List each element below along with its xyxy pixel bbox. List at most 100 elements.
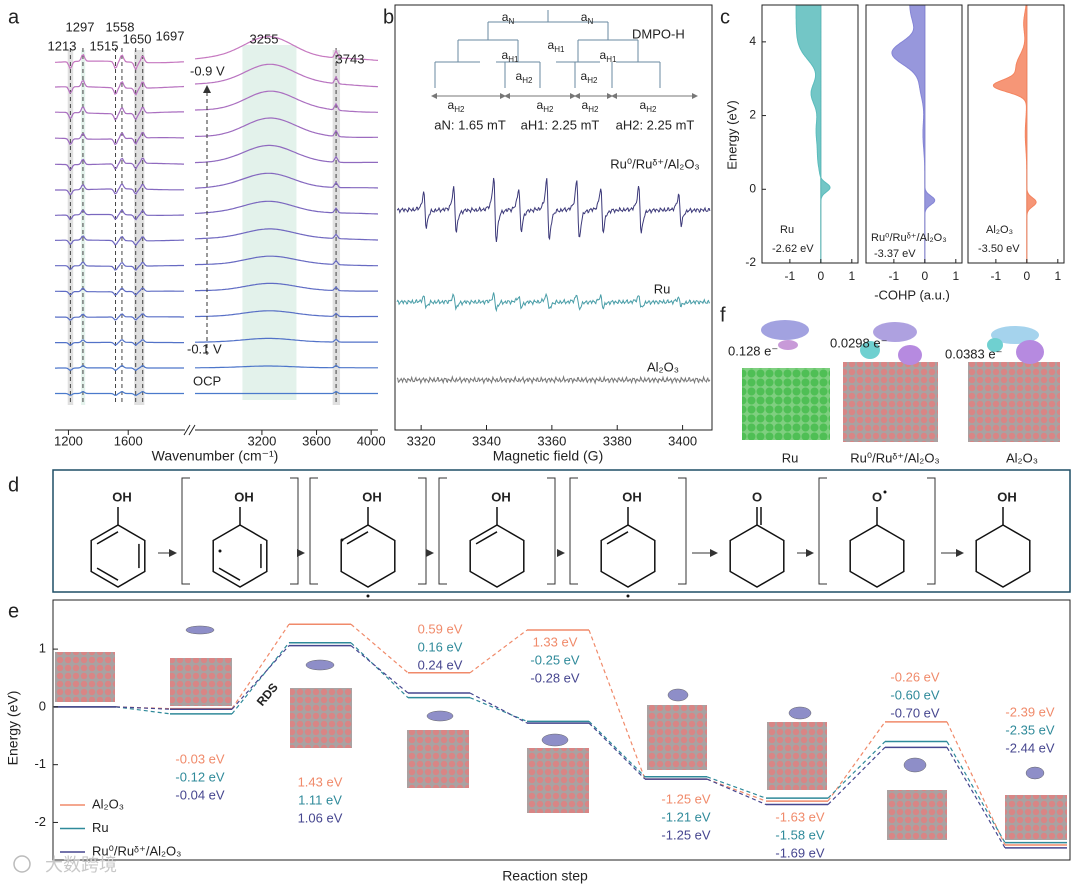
series-label: Al₂O₃ [647,359,679,374]
splitting-symbol: a [448,98,455,112]
splitting-label: aN [502,10,515,26]
x-tick-label: 0 [1023,269,1030,283]
adduct-label: DMPO-H [632,26,685,41]
bracket [290,477,299,585]
splitting-subscript: H2 [454,105,465,114]
panel-e-frame [52,599,1071,861]
value-label: -2.39 eV [1005,704,1054,719]
value-label: -1.69 eV [775,845,824,860]
panel-letter: d [8,474,19,496]
annotation: RDS [254,680,281,708]
x-tick-label: 1600 [114,433,143,448]
charge-label: 0.0298 e⁻ [830,335,887,350]
structure-label: Ru [782,450,799,465]
ring [90,524,146,588]
double-bond [606,531,629,545]
x-tick-label: 3340 [472,433,501,448]
panel-d-frame [52,469,1071,593]
spectrum [55,90,378,121]
panel-letter: c [720,6,730,28]
value-label: -0.26 eV [890,669,939,684]
band [332,50,341,405]
bracket [569,477,578,585]
y-tick-label: 0 [39,698,46,713]
coupling-constant: aN: 1.65 mT [434,117,506,132]
x-tick-label: -1 [785,269,796,283]
value-label: -2.35 eV [1005,722,1054,737]
cohp-area [795,4,831,264]
panel-b-frame [394,4,713,431]
spectrum [55,200,379,221]
x-tick-label: 1 [1054,269,1061,283]
panel-letter: e [8,600,19,622]
bracket [418,477,427,585]
ring [729,524,785,588]
legend-label: Ru [92,820,109,835]
group-label: OH [234,489,254,504]
value-label: -0.04 eV [175,787,224,802]
splitting-symbol: a [516,69,523,83]
radical-dot [218,549,222,553]
connector [115,706,171,715]
splitting-subscript: H2 [587,76,598,85]
structure-label: Al₂O₃ [1006,450,1038,465]
radical-dot [340,538,344,542]
connector [827,741,886,799]
bracket [438,477,447,585]
connector [469,629,528,674]
y-tick-label: 4 [749,34,756,48]
value-label: -0.60 eV [890,687,939,702]
peak-label: 3743 [336,51,365,66]
connector [231,645,290,710]
bracket [547,477,556,585]
peak-label: 1213 [48,38,77,53]
ring [469,524,525,588]
bracket [818,477,827,585]
value-label: -0.03 eV [175,751,224,766]
watermark-logo [13,855,31,873]
splitting-label: aH2 [448,98,465,114]
value-label: 1.43 eV [298,774,343,789]
x-tick-label: 1 [952,269,959,283]
value-label: -1.25 eV [661,827,710,842]
cohp-area [992,4,1037,264]
group-label: OH [997,489,1017,504]
series-label: Ru [654,281,671,296]
splitting-label: aH2 [516,69,533,85]
ring [849,524,905,588]
splitting-symbol: a [582,98,589,112]
value-label: 1.33 eV [533,634,578,649]
spectrum [55,364,378,371]
spectrum [54,117,378,146]
value-label: -2.44 eV [1005,740,1054,755]
y-axis-label: Energy (eV) [724,100,739,169]
connector [827,746,886,805]
x-axis-label: -COHP (a.u.) [874,287,950,302]
epr-spectrum [396,292,711,313]
icohp-label: -3.37 eV [874,248,916,260]
value-label: 0.59 eV [418,621,463,636]
value-label: 1.06 eV [298,810,343,825]
potential-label: -0.9 V [190,63,225,78]
connector [946,747,1006,849]
y-tick-label: -2 [34,814,46,829]
value-label: 0.24 eV [418,657,463,672]
connector [706,776,767,799]
splitting-label: aH2 [640,98,657,114]
double-bond [96,567,119,581]
x-tick-label: -1 [991,269,1002,283]
icohp-label: -2.62 eV [772,243,814,255]
peak-label: 1297 [66,19,95,34]
splitting-subscript: N [508,17,514,26]
spectrum [55,282,378,296]
connector [588,629,646,780]
group-label: OH [362,489,382,504]
splitting-subscript: H2 [543,105,554,114]
x-tick-label: 1 [848,269,855,283]
connector [350,623,409,674]
axis-break [183,424,196,436]
x-axis-label: Wavenumber (cm⁻¹) [152,448,279,464]
band [134,50,145,405]
connector [231,623,290,709]
